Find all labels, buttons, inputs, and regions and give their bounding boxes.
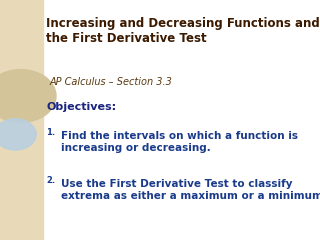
Circle shape: [0, 70, 56, 122]
Text: AP Calculus – Section 3.3: AP Calculus – Section 3.3: [50, 77, 172, 87]
Text: 2.: 2.: [46, 176, 56, 185]
Text: Find the intervals on which a function is
increasing or decreasing.: Find the intervals on which a function i…: [61, 131, 298, 153]
Circle shape: [0, 119, 36, 150]
Text: Objectives:: Objectives:: [46, 102, 116, 112]
Text: Increasing and Decreasing Functions and
the First Derivative Test: Increasing and Decreasing Functions and …: [46, 17, 320, 45]
Text: 1.: 1.: [46, 128, 56, 137]
Text: Use the First Derivative Test to classify
extrema as either a maximum or a minim: Use the First Derivative Test to classif…: [61, 179, 320, 201]
Bar: [0, 0, 43, 240]
